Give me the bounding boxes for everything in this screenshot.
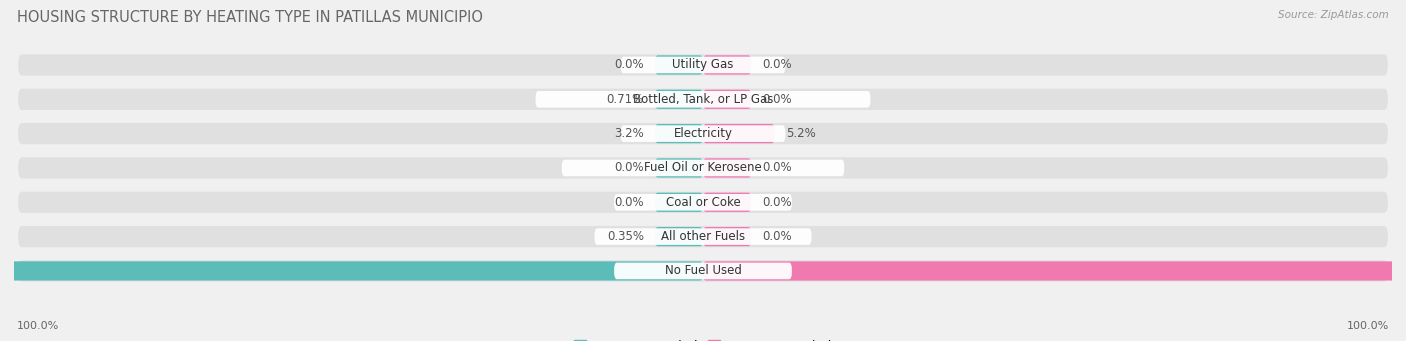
FancyBboxPatch shape <box>18 123 1388 144</box>
FancyBboxPatch shape <box>18 260 1388 282</box>
FancyBboxPatch shape <box>655 193 703 212</box>
FancyBboxPatch shape <box>620 125 786 142</box>
FancyBboxPatch shape <box>18 192 1388 213</box>
Text: 0.35%: 0.35% <box>607 230 644 243</box>
FancyBboxPatch shape <box>18 89 1388 110</box>
FancyBboxPatch shape <box>703 158 751 178</box>
Text: HOUSING STRUCTURE BY HEATING TYPE IN PATILLAS MUNICIPIO: HOUSING STRUCTURE BY HEATING TYPE IN PAT… <box>17 10 482 25</box>
FancyBboxPatch shape <box>703 55 751 75</box>
Text: Bottled, Tank, or LP Gas: Bottled, Tank, or LP Gas <box>633 93 773 106</box>
FancyBboxPatch shape <box>18 226 1388 247</box>
Text: 0.0%: 0.0% <box>762 161 792 175</box>
FancyBboxPatch shape <box>620 57 786 73</box>
Text: 0.0%: 0.0% <box>614 161 644 175</box>
FancyBboxPatch shape <box>703 124 775 143</box>
Text: 0.71%: 0.71% <box>606 93 644 106</box>
Text: 0.0%: 0.0% <box>762 58 792 72</box>
Text: Electricity: Electricity <box>673 127 733 140</box>
FancyBboxPatch shape <box>0 261 703 281</box>
Text: 0.0%: 0.0% <box>762 93 792 106</box>
FancyBboxPatch shape <box>614 194 792 211</box>
FancyBboxPatch shape <box>655 158 703 178</box>
Text: 0.0%: 0.0% <box>614 196 644 209</box>
FancyBboxPatch shape <box>655 227 703 246</box>
Text: 0.0%: 0.0% <box>762 230 792 243</box>
Text: 3.2%: 3.2% <box>614 127 644 140</box>
FancyBboxPatch shape <box>655 90 703 109</box>
Text: 100.0%: 100.0% <box>17 321 59 331</box>
FancyBboxPatch shape <box>595 228 811 245</box>
FancyBboxPatch shape <box>562 160 844 176</box>
FancyBboxPatch shape <box>703 193 751 212</box>
FancyBboxPatch shape <box>703 261 1406 281</box>
FancyBboxPatch shape <box>655 124 703 143</box>
FancyBboxPatch shape <box>18 54 1388 76</box>
Text: 100.0%: 100.0% <box>1347 321 1389 331</box>
FancyBboxPatch shape <box>703 90 751 109</box>
FancyBboxPatch shape <box>703 227 751 246</box>
Text: 0.0%: 0.0% <box>762 196 792 209</box>
FancyBboxPatch shape <box>655 55 703 75</box>
Text: 5.2%: 5.2% <box>786 127 815 140</box>
FancyBboxPatch shape <box>614 263 792 279</box>
FancyBboxPatch shape <box>536 91 870 108</box>
Text: Utility Gas: Utility Gas <box>672 58 734 72</box>
Text: Coal or Coke: Coal or Coke <box>665 196 741 209</box>
FancyBboxPatch shape <box>18 157 1388 179</box>
Text: 0.0%: 0.0% <box>614 58 644 72</box>
Text: No Fuel Used: No Fuel Used <box>665 264 741 278</box>
Legend: Owner-occupied, Renter-occupied: Owner-occupied, Renter-occupied <box>568 335 838 341</box>
Text: Fuel Oil or Kerosene: Fuel Oil or Kerosene <box>644 161 762 175</box>
Text: All other Fuels: All other Fuels <box>661 230 745 243</box>
Text: Source: ZipAtlas.com: Source: ZipAtlas.com <box>1278 10 1389 20</box>
